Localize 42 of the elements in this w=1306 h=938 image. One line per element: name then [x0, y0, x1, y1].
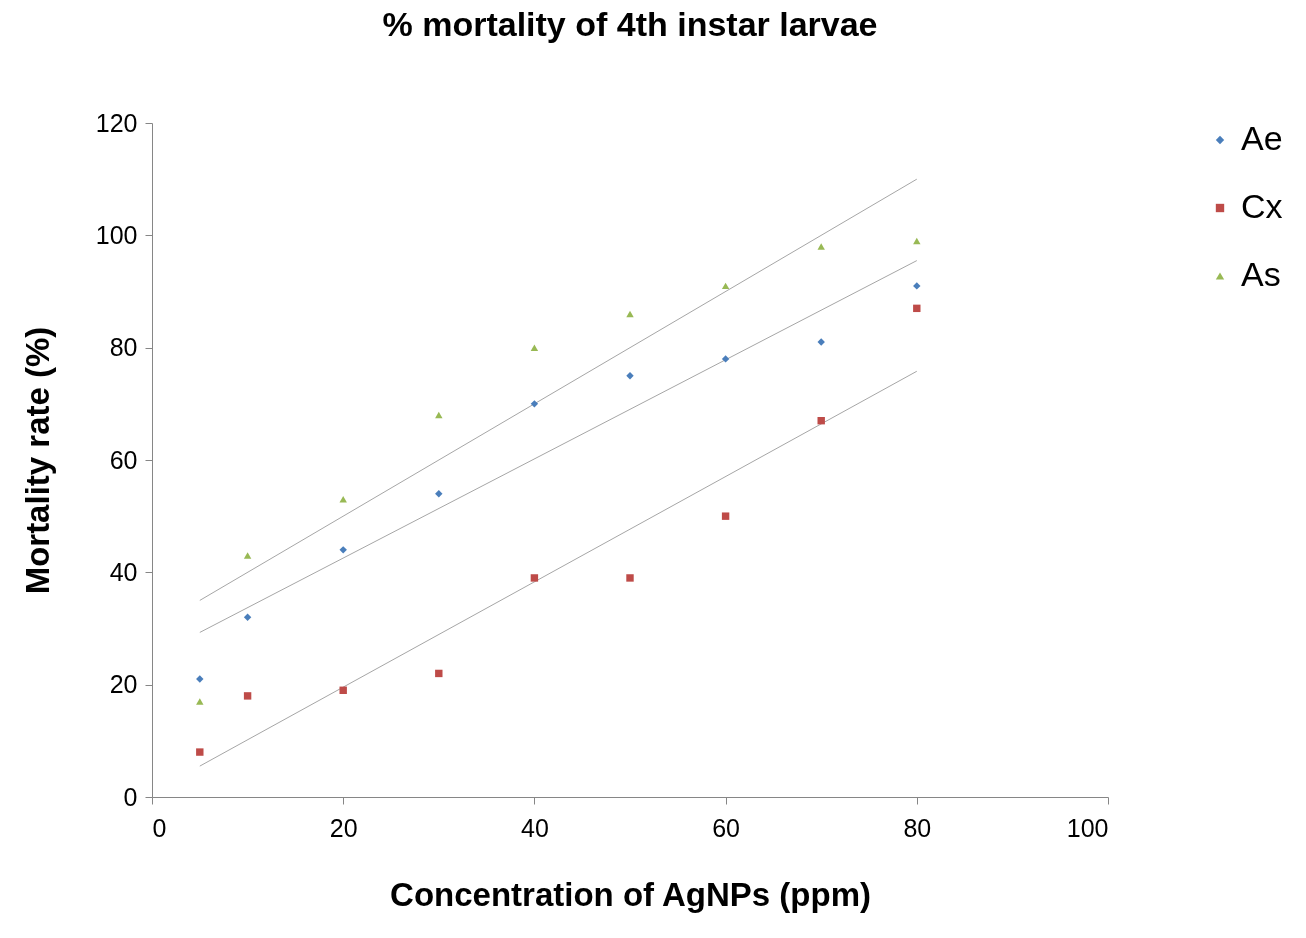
point: [530, 574, 539, 582]
y-tick-label: 100: [95, 220, 138, 249]
point: [339, 546, 347, 554]
legend-label: Cx: [1241, 187, 1283, 225]
y-tick-label: 80: [109, 333, 138, 362]
point: [196, 748, 204, 756]
x-axis-title: Concentration of AgNPs (ppm): [390, 875, 871, 913]
point: [721, 512, 730, 520]
x-tick-label: 20: [329, 813, 358, 842]
y-tick-label: 60: [109, 445, 138, 474]
point: [435, 669, 443, 678]
point: [721, 282, 730, 290]
point: [530, 344, 539, 351]
y-tick-label: 120: [95, 108, 138, 137]
chart-title: % mortality of 4th instar larvae: [382, 5, 878, 43]
x-tick-label: 0: [152, 813, 167, 842]
point: [817, 243, 825, 250]
x-tick-label: 60: [712, 813, 741, 842]
point: [243, 613, 252, 621]
point: [243, 692, 252, 700]
y-axis-title: Mortality rate (%): [18, 326, 56, 595]
point: [721, 355, 730, 363]
x-tick-label: 40: [520, 813, 549, 842]
legend-label: Ae: [1241, 119, 1283, 157]
x-tick-label: 80: [903, 813, 932, 842]
y-tick-label: 0: [123, 782, 138, 811]
point: [243, 552, 252, 559]
x-tick-label: 100: [1066, 813, 1109, 842]
point: [530, 400, 539, 408]
point: [913, 282, 921, 290]
point: [913, 304, 921, 313]
point: [339, 686, 347, 694]
point: [817, 416, 825, 425]
point: [626, 310, 634, 318]
y-tick-label: 40: [109, 557, 138, 586]
y-tick-label: 20: [109, 670, 138, 699]
point: [435, 489, 443, 498]
point: [626, 574, 634, 582]
legend-label: As: [1241, 255, 1281, 293]
point: [196, 698, 204, 705]
point: [339, 496, 347, 503]
point: [913, 237, 921, 245]
